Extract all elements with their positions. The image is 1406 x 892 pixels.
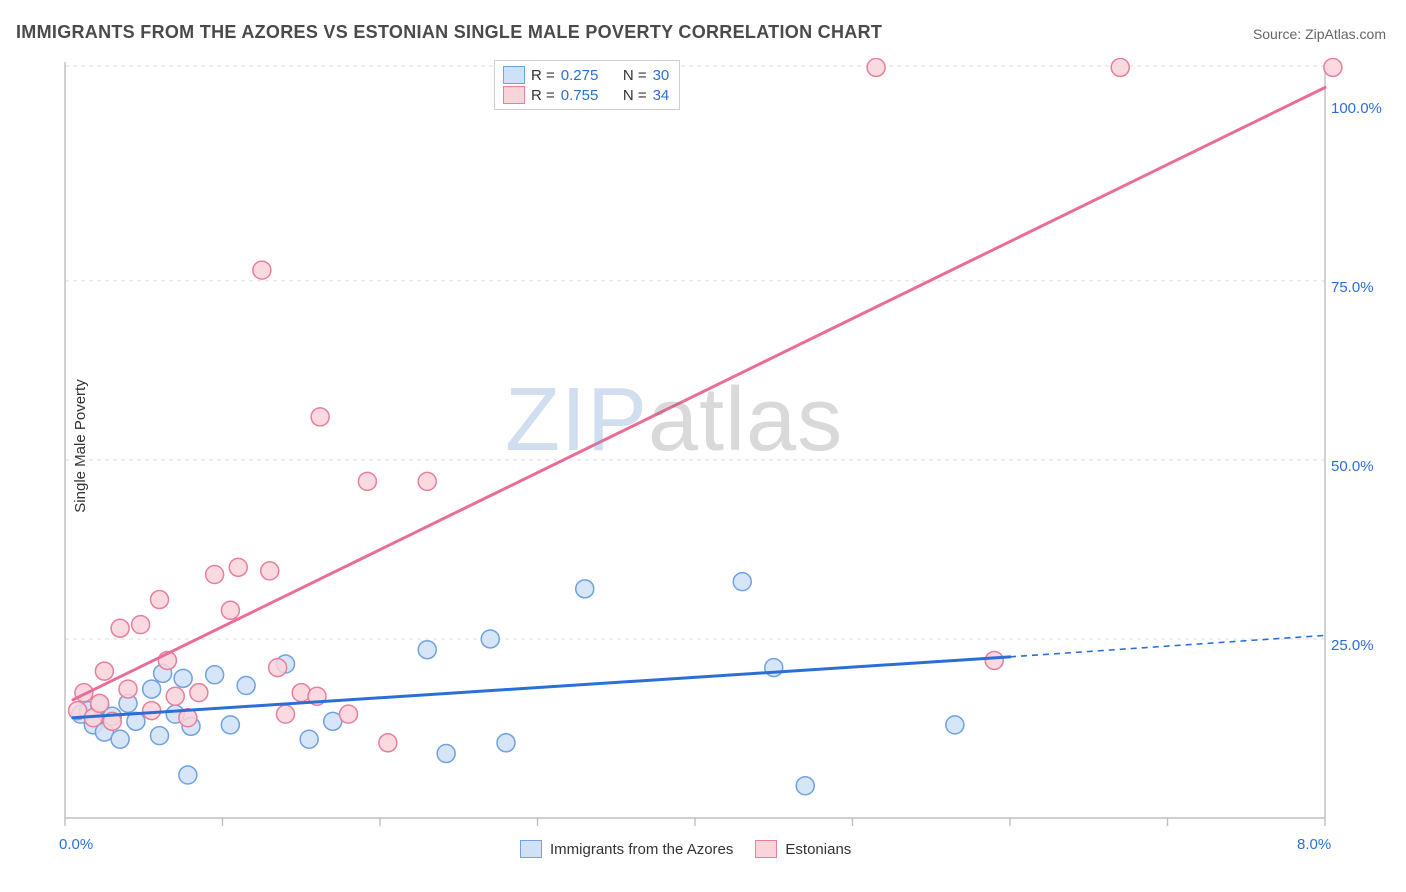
series-legend: Immigrants from the Azores Estonians bbox=[520, 840, 851, 858]
x-tick-label: 8.0% bbox=[1297, 836, 1331, 853]
chart-container: IMMIGRANTS FROM THE AZORES VS ESTONIAN S… bbox=[0, 0, 1406, 892]
legend-n-label: N = bbox=[623, 87, 647, 104]
y-tick-label: 25.0% bbox=[1331, 637, 1374, 654]
y-tick-label: 75.0% bbox=[1331, 279, 1374, 296]
legend-r-value: 0.275 bbox=[561, 67, 599, 84]
legend-r-label: R = bbox=[531, 87, 555, 104]
y-tick-label: 100.0% bbox=[1331, 100, 1382, 117]
legend-r-value: 0.755 bbox=[561, 87, 599, 104]
legend-swatch bbox=[503, 66, 525, 84]
source-value: ZipAtlas.com bbox=[1305, 26, 1386, 42]
scatter-plot-svg bbox=[50, 58, 1355, 828]
chart-title: IMMIGRANTS FROM THE AZORES VS ESTONIAN S… bbox=[16, 22, 882, 43]
source-attribution: Source: ZipAtlas.com bbox=[1253, 26, 1386, 42]
legend-swatch bbox=[520, 840, 542, 858]
series-legend-item-estonians: Estonians bbox=[755, 840, 851, 858]
correlation-legend: R = 0.275 N = 30 R = 0.755 N = 34 bbox=[494, 60, 680, 110]
legend-row-azores: R = 0.275 N = 30 bbox=[503, 65, 669, 85]
series-legend-label: Estonians bbox=[785, 841, 851, 858]
legend-r-label: R = bbox=[531, 67, 555, 84]
y-tick-label: 50.0% bbox=[1331, 458, 1374, 475]
legend-n-value: 30 bbox=[653, 67, 670, 84]
series-legend-label: Immigrants from the Azores bbox=[550, 841, 733, 858]
legend-row-estonians: R = 0.755 N = 34 bbox=[503, 85, 669, 105]
legend-swatch bbox=[755, 840, 777, 858]
series-legend-item-azores: Immigrants from the Azores bbox=[520, 840, 733, 858]
source-label: Source: bbox=[1253, 26, 1301, 42]
legend-n-value: 34 bbox=[653, 87, 670, 104]
plot-area: ZIPatlas R = 0.275 N = 30 R = 0.755 N = … bbox=[50, 58, 1355, 828]
legend-swatch bbox=[503, 86, 525, 104]
x-tick-label: 0.0% bbox=[59, 836, 93, 853]
legend-n-label: N = bbox=[623, 67, 647, 84]
